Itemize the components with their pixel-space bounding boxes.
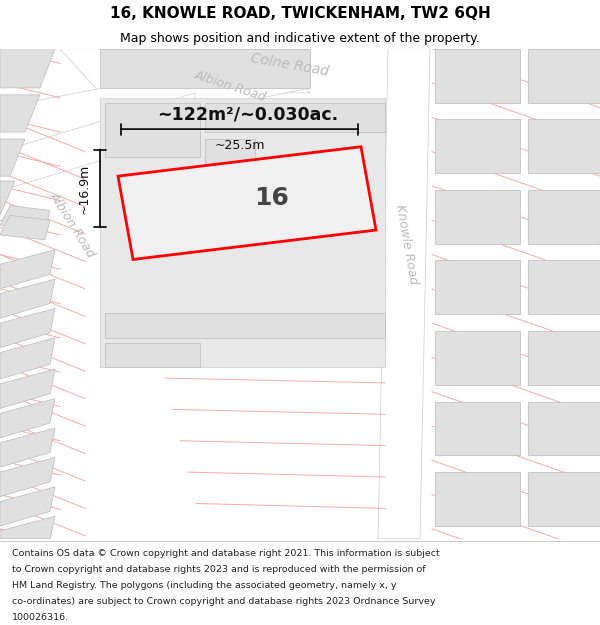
Text: co-ordinates) are subject to Crown copyright and database rights 2023 Ordnance S: co-ordinates) are subject to Crown copyr… bbox=[12, 597, 436, 606]
Polygon shape bbox=[0, 516, 55, 539]
Text: 100026316.: 100026316. bbox=[12, 613, 69, 622]
Text: 16, KNOWLE ROAD, TWICKENHAM, TW2 6QH: 16, KNOWLE ROAD, TWICKENHAM, TW2 6QH bbox=[110, 6, 490, 21]
Text: Albion Road: Albion Road bbox=[193, 68, 268, 104]
Polygon shape bbox=[528, 119, 600, 173]
Text: Albion Road: Albion Road bbox=[47, 190, 97, 260]
Polygon shape bbox=[0, 49, 310, 152]
Polygon shape bbox=[0, 458, 55, 497]
Polygon shape bbox=[0, 428, 55, 468]
Polygon shape bbox=[435, 261, 520, 314]
Polygon shape bbox=[0, 369, 55, 408]
Polygon shape bbox=[205, 139, 255, 176]
Polygon shape bbox=[0, 93, 195, 191]
Polygon shape bbox=[100, 49, 310, 88]
Polygon shape bbox=[0, 216, 50, 240]
Polygon shape bbox=[0, 249, 55, 289]
Polygon shape bbox=[0, 206, 50, 230]
Text: ~16.9m: ~16.9m bbox=[77, 163, 91, 214]
Polygon shape bbox=[0, 399, 55, 437]
Polygon shape bbox=[435, 472, 520, 526]
Polygon shape bbox=[0, 49, 55, 88]
Polygon shape bbox=[105, 102, 200, 156]
Text: Colne Road: Colne Road bbox=[250, 52, 330, 79]
Polygon shape bbox=[435, 119, 520, 173]
Polygon shape bbox=[100, 98, 385, 367]
Polygon shape bbox=[528, 472, 600, 526]
Polygon shape bbox=[0, 309, 55, 348]
Polygon shape bbox=[0, 95, 40, 132]
Polygon shape bbox=[435, 49, 520, 102]
Text: 16: 16 bbox=[254, 186, 289, 210]
Text: Contains OS data © Crown copyright and database right 2021. This information is : Contains OS data © Crown copyright and d… bbox=[12, 549, 440, 558]
Text: HM Land Registry. The polygons (including the associated geometry, namely x, y: HM Land Registry. The polygons (includin… bbox=[12, 581, 397, 590]
Polygon shape bbox=[105, 313, 385, 338]
Polygon shape bbox=[60, 49, 310, 93]
Polygon shape bbox=[0, 487, 55, 526]
Polygon shape bbox=[105, 342, 200, 367]
Polygon shape bbox=[0, 181, 15, 216]
Text: ~25.5m: ~25.5m bbox=[214, 139, 265, 152]
Polygon shape bbox=[118, 147, 376, 259]
Text: ~122m²/~0.030ac.: ~122m²/~0.030ac. bbox=[157, 106, 338, 123]
Polygon shape bbox=[528, 331, 600, 385]
Text: Map shows position and indicative extent of the property.: Map shows position and indicative extent… bbox=[120, 31, 480, 44]
Polygon shape bbox=[0, 279, 55, 318]
Polygon shape bbox=[378, 49, 430, 539]
Polygon shape bbox=[528, 190, 600, 244]
Polygon shape bbox=[205, 102, 385, 132]
Polygon shape bbox=[528, 401, 600, 456]
Polygon shape bbox=[435, 190, 520, 244]
Polygon shape bbox=[0, 338, 55, 379]
Polygon shape bbox=[0, 139, 25, 176]
Text: Knowle Road: Knowle Road bbox=[392, 204, 419, 286]
Text: to Crown copyright and database rights 2023 and is reproduced with the permissio: to Crown copyright and database rights 2… bbox=[12, 565, 425, 574]
Polygon shape bbox=[528, 49, 600, 102]
Polygon shape bbox=[435, 401, 520, 456]
Polygon shape bbox=[435, 331, 520, 385]
Polygon shape bbox=[528, 261, 600, 314]
